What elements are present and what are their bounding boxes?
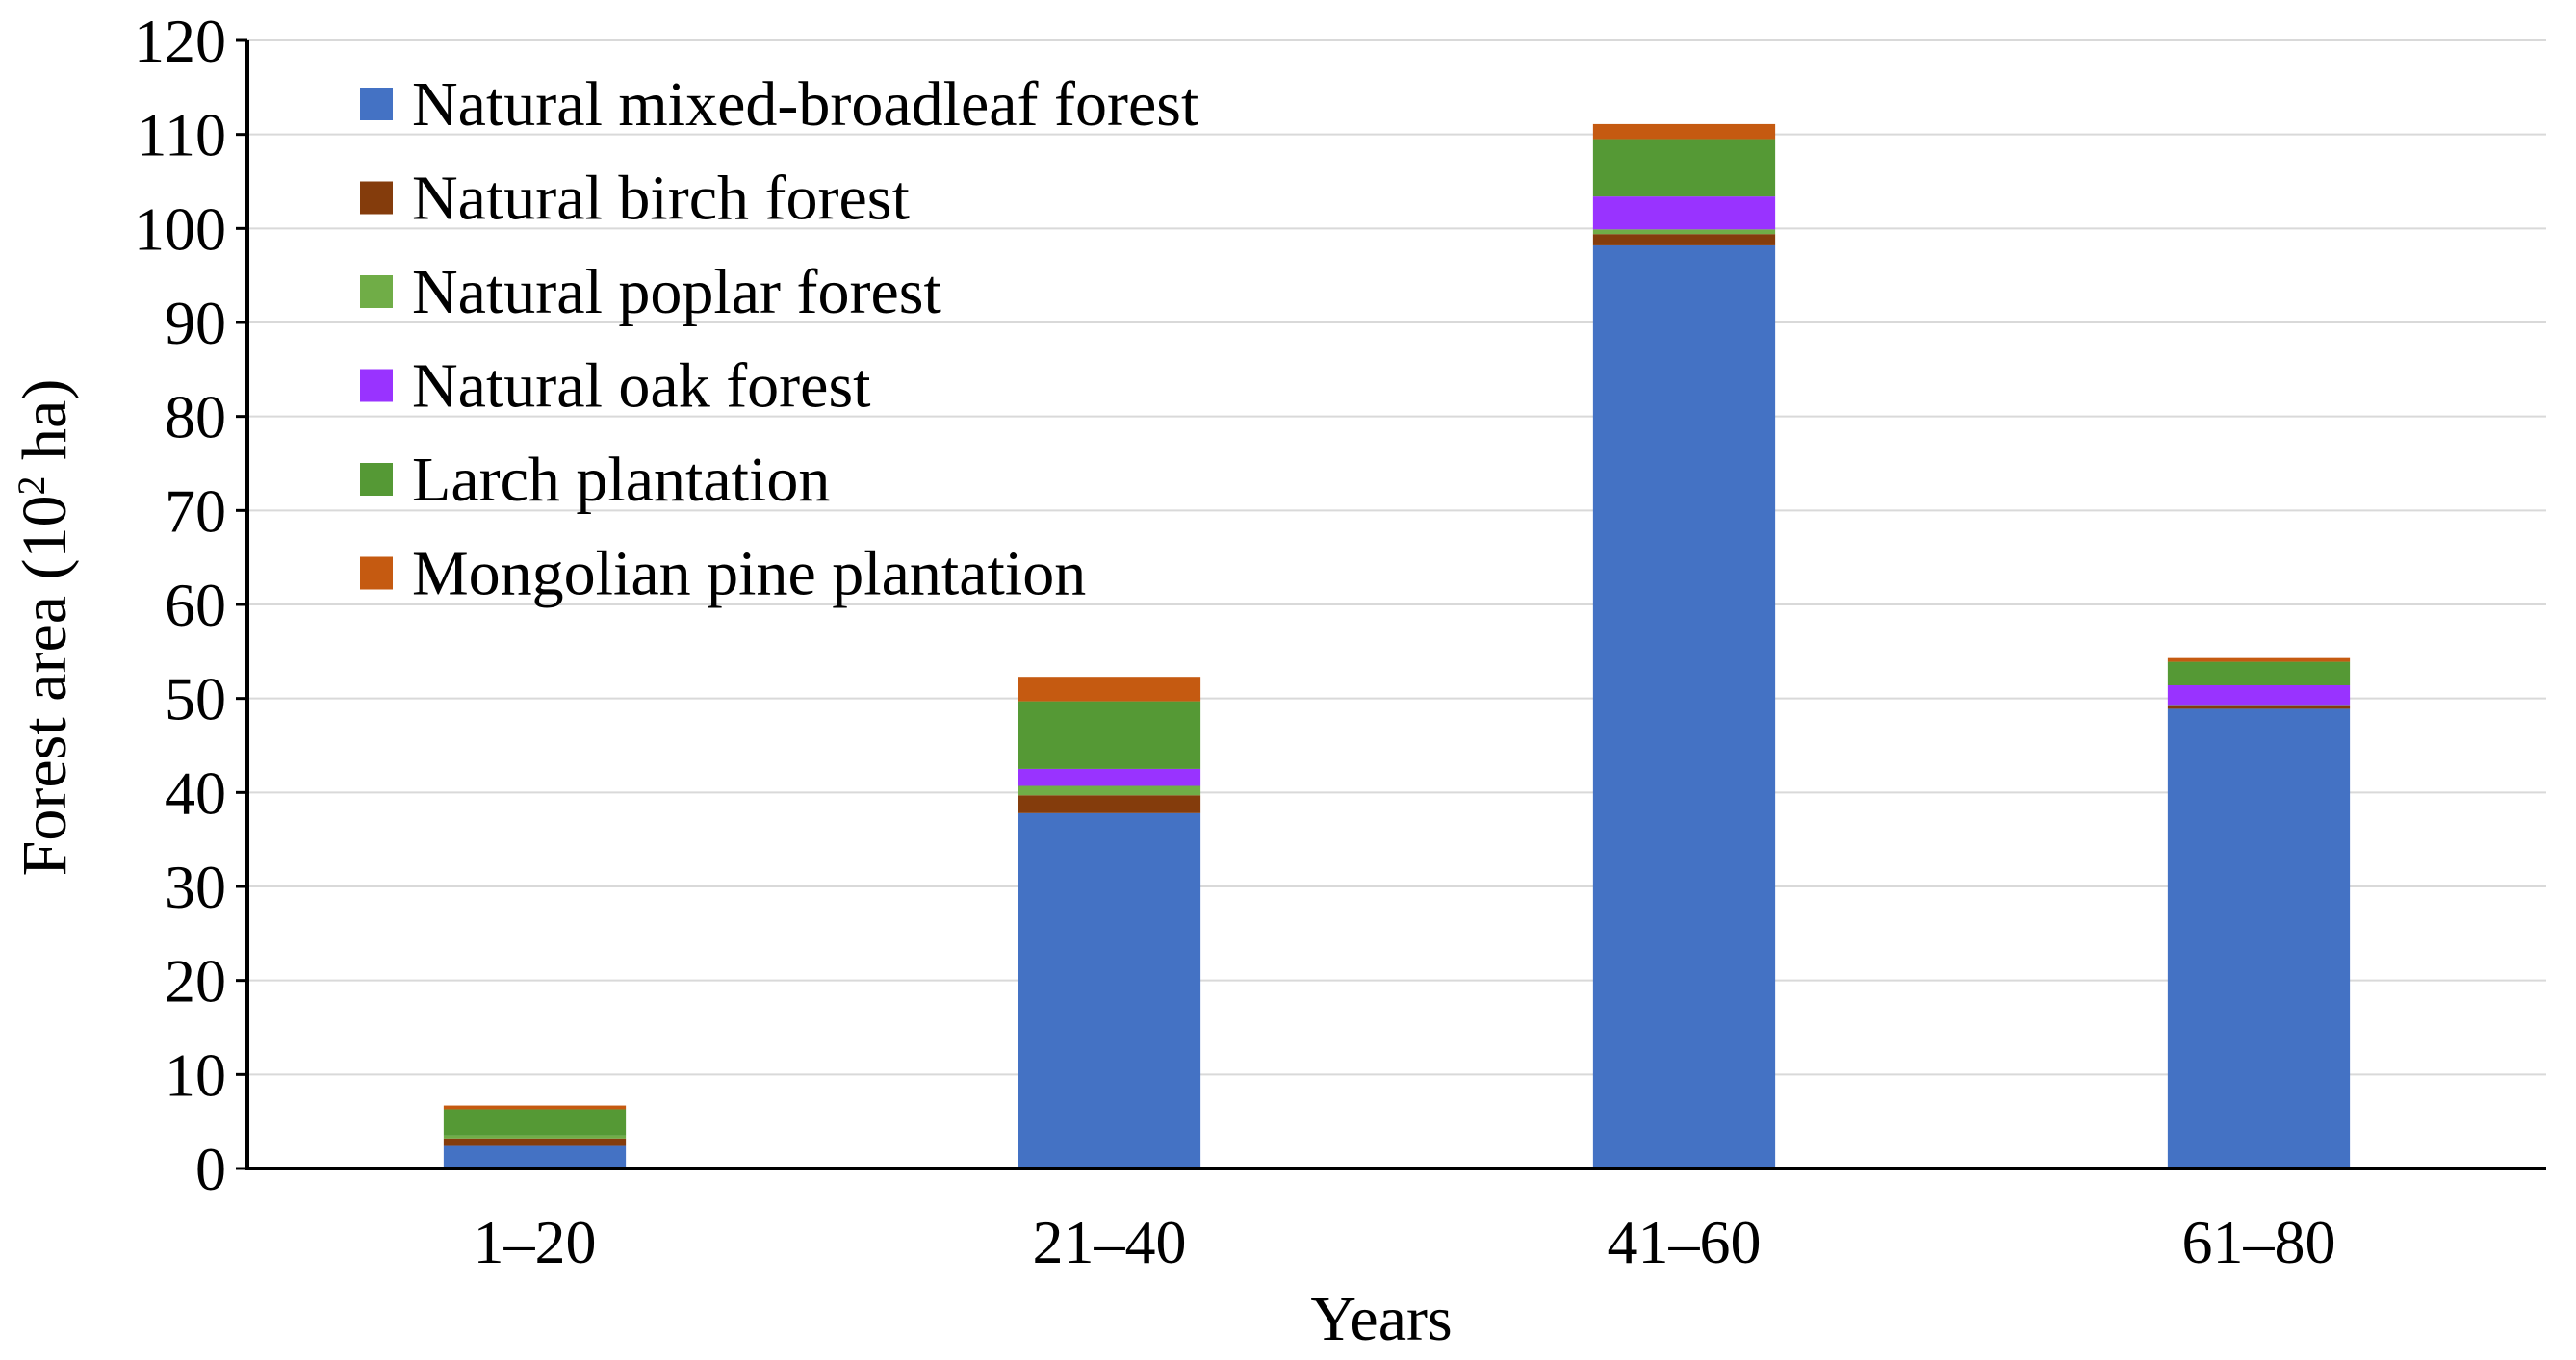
bar-segment [443,1145,627,1168]
bar-segment [1592,234,1776,245]
y-tick-label: 30 [165,853,226,921]
bar-segment [1018,701,1201,769]
legend-swatch [360,369,393,402]
x-tick-label: 41–60 [1608,1208,1762,1276]
y-axis-title-prefix: Forest area (10 [10,495,80,876]
bar-segment [1592,123,1776,140]
bar-segment [1592,196,1776,230]
bar-segment [1018,812,1201,1168]
legend-swatch [360,556,393,590]
legend-label: Natural birch forest [412,164,910,234]
legend-label: Larch plantation [412,445,830,515]
bar-segment [1592,139,1776,197]
bar-segment [443,1105,627,1110]
legend-label: Natural oak forest [412,351,870,422]
y-tick-label: 110 [136,101,226,169]
y-tick-label: 10 [165,1040,226,1109]
bar-segment [1018,677,1201,702]
legend-label: Natural mixed-broadleaf forest [412,69,1198,140]
legend-swatch [360,181,393,215]
bar-segment [1018,785,1201,796]
gridlines [247,39,2546,1076]
y-axis-title-suffix: ha) [10,379,80,476]
y-tick-label: 100 [134,194,226,263]
y-tick-label: 40 [165,758,226,827]
bar-segment [2167,661,2351,685]
x-tick-label: 61–80 [2182,1208,2336,1276]
bar-segment [1592,244,1776,1168]
y-tick-label: 20 [165,947,226,1015]
legend-label: Mongolian pine plantation [412,539,1086,609]
x-axis-title: Years [1310,1284,1452,1354]
legend-swatch [360,463,393,496]
legend-label: Natural poplar forest [412,257,941,327]
bars [443,123,2351,1168]
bar-segment [1018,768,1201,786]
y-tick-label: 70 [165,476,226,545]
bar-segment [1018,795,1201,813]
y-axis-title: Forest area (102 ha) [10,379,81,877]
bar-segment [2167,684,2351,706]
bar-segment [1592,229,1776,235]
y-tick-labels: 0 10 20 30 40 50 60 70 80 90 100 110 120 [134,7,247,1203]
y-tick-label: 90 [165,289,226,357]
legend-swatch [360,275,393,308]
x-tick-label: 1–20 [474,1208,597,1276]
y-tick-label: 60 [165,571,226,639]
bar-segment [2167,706,2351,709]
bar-segment [2167,708,2351,1168]
bar-segment [443,1138,627,1146]
y-tick-label: 80 [165,383,226,451]
legend: Natural mixed-broadleaf forest Natural bi… [360,69,1198,609]
y-axis-title-sup: 2 [10,475,53,495]
y-tick-label: 120 [134,7,226,75]
x-tick-label: 21–40 [1033,1208,1187,1276]
x-tick-labels: 1–20 21–40 41–60 61–80 [474,1208,2336,1276]
y-tick-label: 0 [195,1135,226,1203]
bar-segment [2167,657,2351,662]
bar-segment [443,1135,627,1139]
y-tick-label: 50 [165,665,226,733]
legend-swatch [360,88,393,120]
bar-segment [443,1109,627,1136]
